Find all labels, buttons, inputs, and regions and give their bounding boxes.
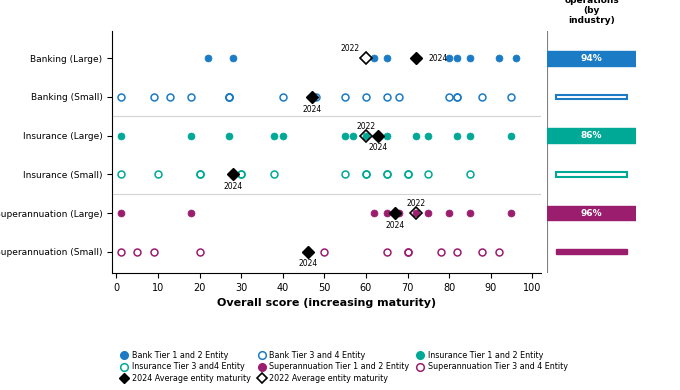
Text: 2022: 2022 [356,122,375,131]
Text: 96%: 96% [581,209,602,218]
Bar [556,95,627,99]
Legend: Bank Tier 1 and 2 Entity, Insurance Tier 3 and4 Entity, 2024 Average entity matu: Bank Tier 1 and 2 Entity, Insurance Tier… [116,348,571,386]
Bar [556,249,627,254]
Bar [547,51,636,66]
Text: 2024: 2024 [369,144,388,152]
Bar [547,206,636,220]
Text: 2024: 2024 [298,259,318,268]
Text: Scale of
operations
(by
industry): Scale of operations (by industry) [564,0,619,25]
Text: 94%: 94% [581,54,602,63]
Bar [547,128,636,143]
Text: 2022: 2022 [406,199,426,208]
Text: 2024: 2024 [386,221,405,230]
Text: 2024: 2024 [302,105,322,114]
X-axis label: Overall score (increasing maturity): Overall score (increasing maturity) [217,298,436,308]
Bar [556,172,627,177]
Text: 86%: 86% [581,131,602,140]
Text: 2022: 2022 [341,44,360,53]
Text: 2024: 2024 [223,182,243,191]
Text: 2024: 2024 [428,54,447,63]
